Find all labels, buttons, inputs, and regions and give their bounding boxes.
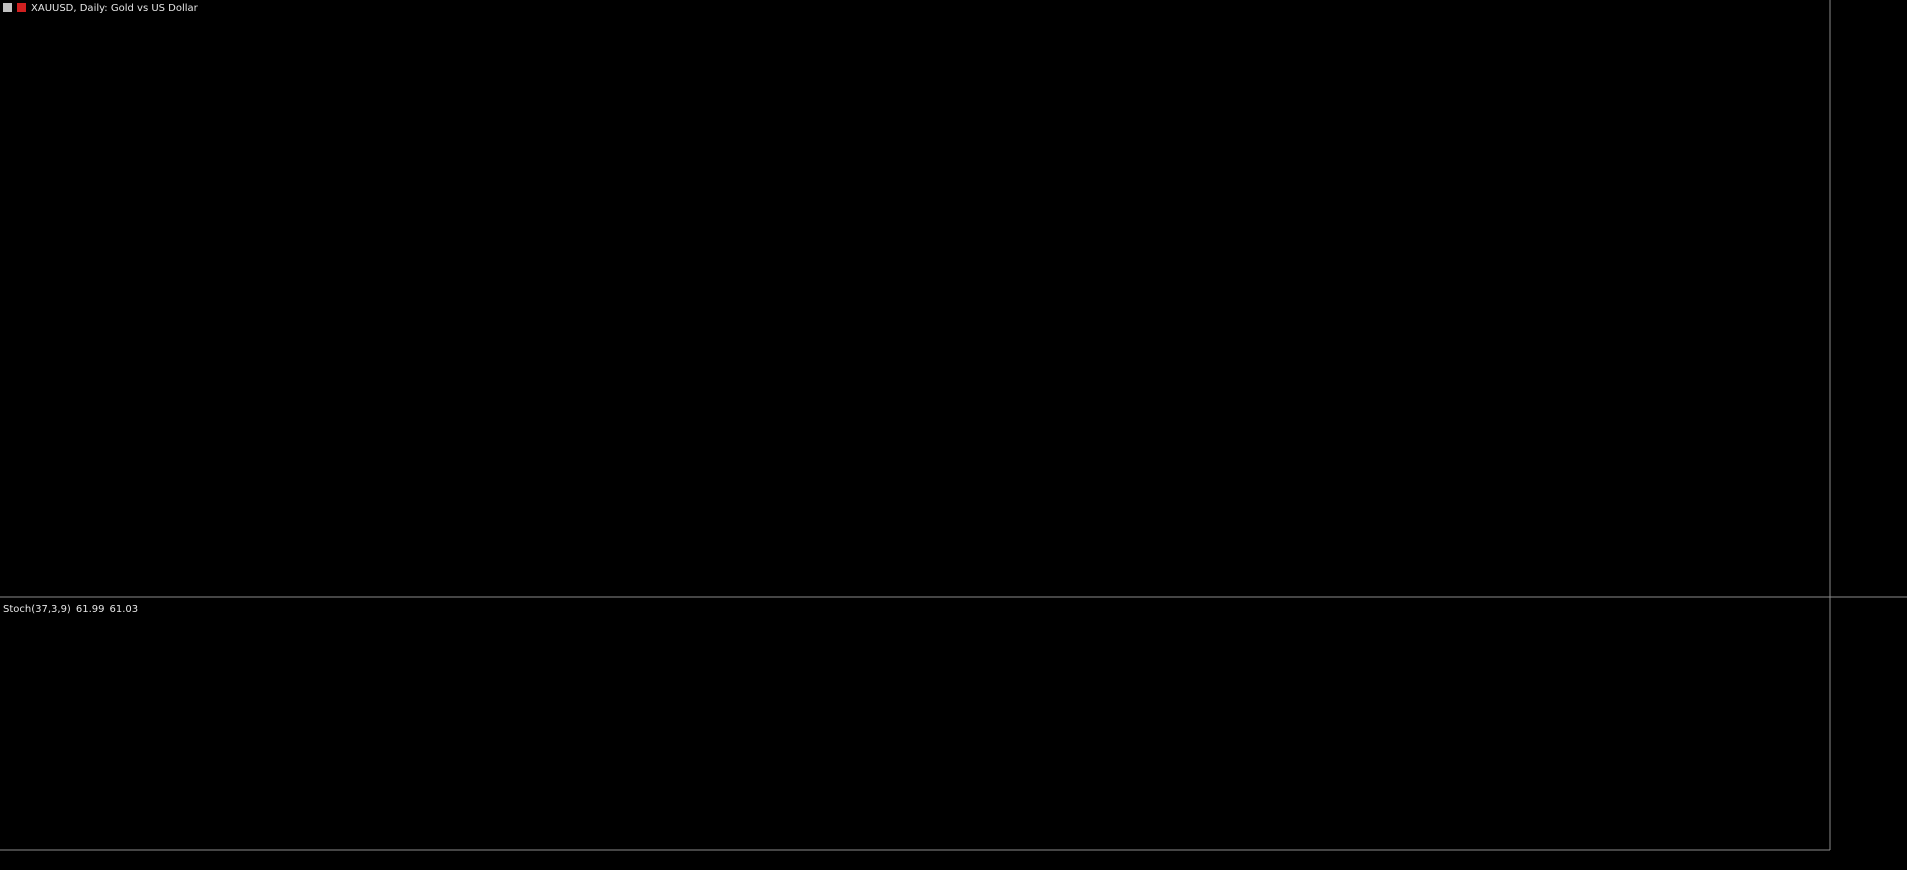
- indicator-name: Stoch(37,3,9): [3, 604, 71, 615]
- chart-icon: [3, 3, 12, 12]
- symbol-icon: [17, 3, 26, 12]
- indicator-signal-value: 61.03: [109, 604, 138, 615]
- label-layer: Stoch(37,3,9) 61.99 61.03: [3, 604, 138, 615]
- indicator-main-value: 61.99: [76, 604, 105, 615]
- chart-title: XAUUSD, Daily: Gold vs US Dollar: [31, 3, 199, 14]
- indicator-title: Stoch(37,3,9) 61.99 61.03: [3, 604, 138, 615]
